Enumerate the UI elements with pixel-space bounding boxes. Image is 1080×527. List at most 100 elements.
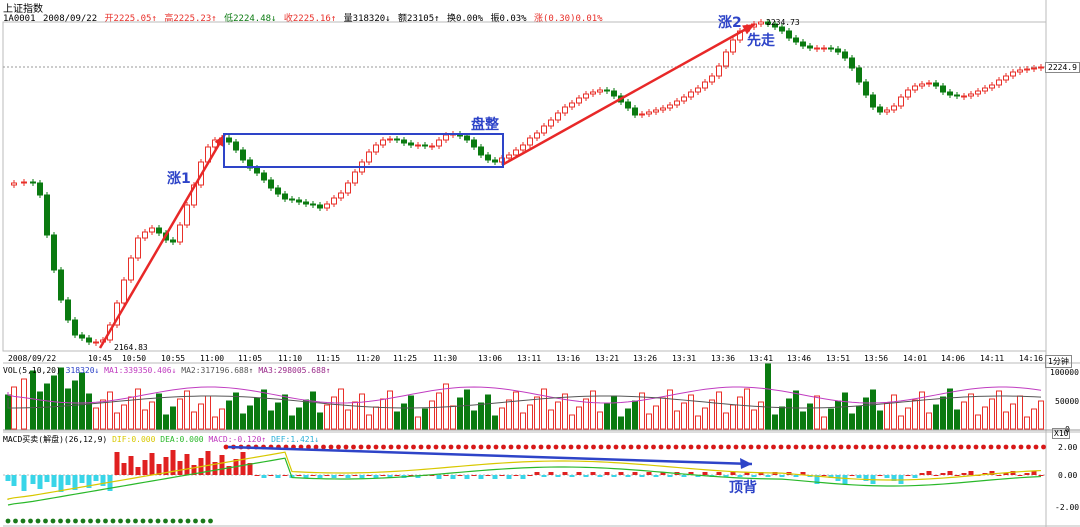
volume-bar [618,416,624,430]
signal-dot [613,444,619,450]
signal-dot [73,518,78,524]
macd-axis-bottom: -2.00 [1055,503,1080,512]
volume-bar [198,403,204,430]
macd-histogram-bar [646,472,652,475]
volume-bar [373,406,379,430]
signal-dot [658,444,664,450]
signal-dot [43,518,48,524]
candle-body [366,151,372,163]
macd-header: MACD买卖(解盘)(26,12,9) DIF:0.000 DEA:0.000 … [3,434,319,445]
signal-dot [951,444,956,450]
signal-dot [200,518,206,524]
time-axis-label: 11:10 [278,354,303,363]
macd-axis-zero: 0.00 [1058,471,1078,480]
signal-dot [1026,444,1031,450]
macd-histogram-bar [415,475,421,478]
signal-dot [696,444,701,450]
volume-bar [513,391,519,430]
candle-body [478,146,484,156]
signal-dot [598,444,604,450]
vol-ma1-line [7,386,1042,404]
volume-bar [51,375,57,430]
signal-dot [981,444,986,450]
quote-amount: 额23105↑ [398,14,440,24]
candle-body [667,104,673,109]
candle-body [485,154,491,161]
macd-histogram-bar [604,472,610,475]
macd-histogram-bar [891,475,897,481]
signal-dot [756,444,761,450]
macd-histogram-bar [163,457,169,475]
signal-dot [486,444,491,450]
candle-body [569,102,575,108]
volume-bar [436,392,442,430]
volume-bar [212,416,218,430]
volume-bar [107,391,113,430]
time-axis-label: 13:21 [595,354,620,363]
signal-dot [733,444,739,450]
macd-histogram-bar [716,472,722,475]
time-axis-label: 2008/09/22 [8,354,57,363]
macd-histogram-bar [933,475,939,476]
signal-dot [831,444,836,450]
vol-axis-top: 100000 [1050,368,1079,377]
candle-body [625,101,631,109]
candle-body [597,89,603,93]
macd-histogram-bar [548,472,554,475]
volume-bar [457,397,463,430]
time-axis-label: 11:30 [433,354,458,363]
signal-dot [793,444,799,450]
macd-title: MACD买卖(解盘)(26,12,9) [3,435,108,444]
signal-dot [426,444,431,450]
macd-histogram-bar [569,475,575,477]
signal-dot [553,444,559,450]
candle-body [583,93,589,99]
signal-dot [898,444,904,450]
signal-dot [868,444,874,450]
candle-body [828,47,834,50]
zoom-label[interactable]: X10 [1052,428,1071,439]
macd-histogram-bar [387,475,393,478]
signal-dot [223,444,229,450]
candle-body [653,109,659,113]
macd-histogram-bar [555,475,561,477]
macd-histogram-bar [191,465,197,475]
candle-body [422,144,428,147]
macd-histogram-bar [667,475,673,477]
volume-bar [275,402,281,430]
candle-body [1010,71,1016,77]
candle-body [1031,67,1037,70]
macd-histogram-bar [877,475,883,476]
candle-body [870,94,876,108]
signal-dot [80,518,86,524]
signal-dot [966,444,971,450]
macd-histogram-bar [44,475,50,482]
candle-body [835,48,841,53]
signal-dot [103,518,108,524]
volume-bar [702,407,708,430]
candle-body [933,82,939,87]
macd-histogram-bar [520,475,526,479]
time-axis-label: 14:11 [980,354,1005,363]
volume-bar [135,388,141,430]
macd-histogram-bar [296,475,302,476]
macd-histogram-bar [268,475,274,476]
volume-bar [849,413,855,430]
macd-histogram-bar [576,472,582,475]
period-button[interactable]: 1分钟 [1045,355,1072,368]
signal-dot [178,518,183,524]
signal-dot [973,444,979,450]
macd-histogram-bar [37,475,43,489]
macd-histogram-bar [695,475,701,477]
volume-bar [716,391,722,430]
volume-bar [1024,416,1030,430]
candle-body [723,51,729,67]
signal-dot [516,444,521,450]
volume-bar [947,388,953,430]
signal-dot [478,444,484,450]
time-axis-label: 11:20 [356,354,381,363]
volume-bar [933,404,939,430]
volume-bar [814,395,820,430]
macd-histogram-bar [86,475,92,488]
